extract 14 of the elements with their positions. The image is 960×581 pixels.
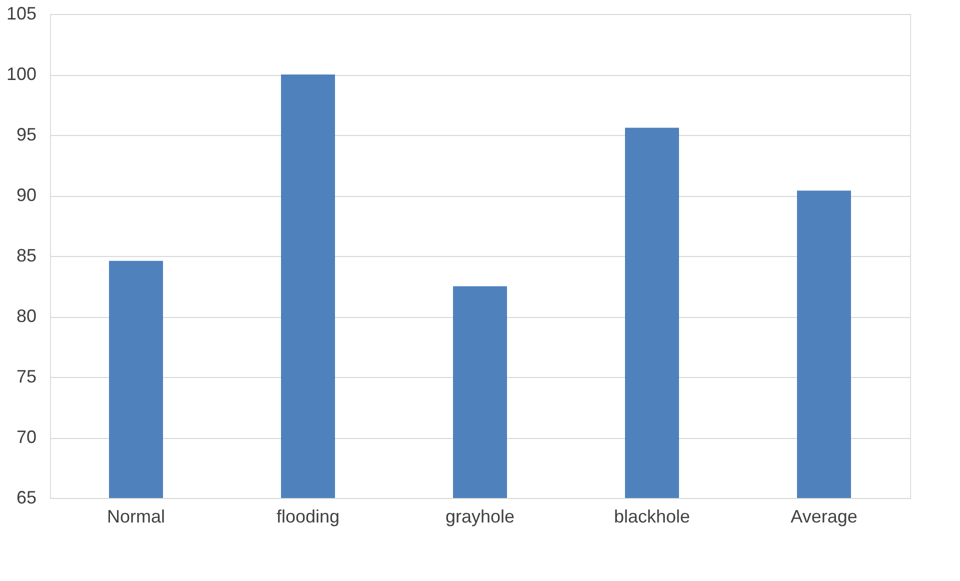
x-tick-label: Normal <box>106 506 166 526</box>
y-tick-label: 65 <box>16 488 36 508</box>
y-tick-label: 85 <box>16 246 36 266</box>
x-tick-label: flooding <box>276 506 340 526</box>
y-tick-label: 100 <box>6 64 36 84</box>
y-tick-label: 95 <box>16 124 36 144</box>
y-tick-label: 75 <box>16 366 36 386</box>
y-tick-label: 105 <box>6 4 36 24</box>
y-tick-label: 70 <box>16 427 36 447</box>
y-tick-label: 80 <box>16 306 36 326</box>
y-tick-label: 90 <box>16 185 36 205</box>
x-tick-label: Average <box>790 506 858 526</box>
x-tick-label: blackhole <box>614 506 690 526</box>
x-tick-label: grayhole <box>445 506 515 526</box>
